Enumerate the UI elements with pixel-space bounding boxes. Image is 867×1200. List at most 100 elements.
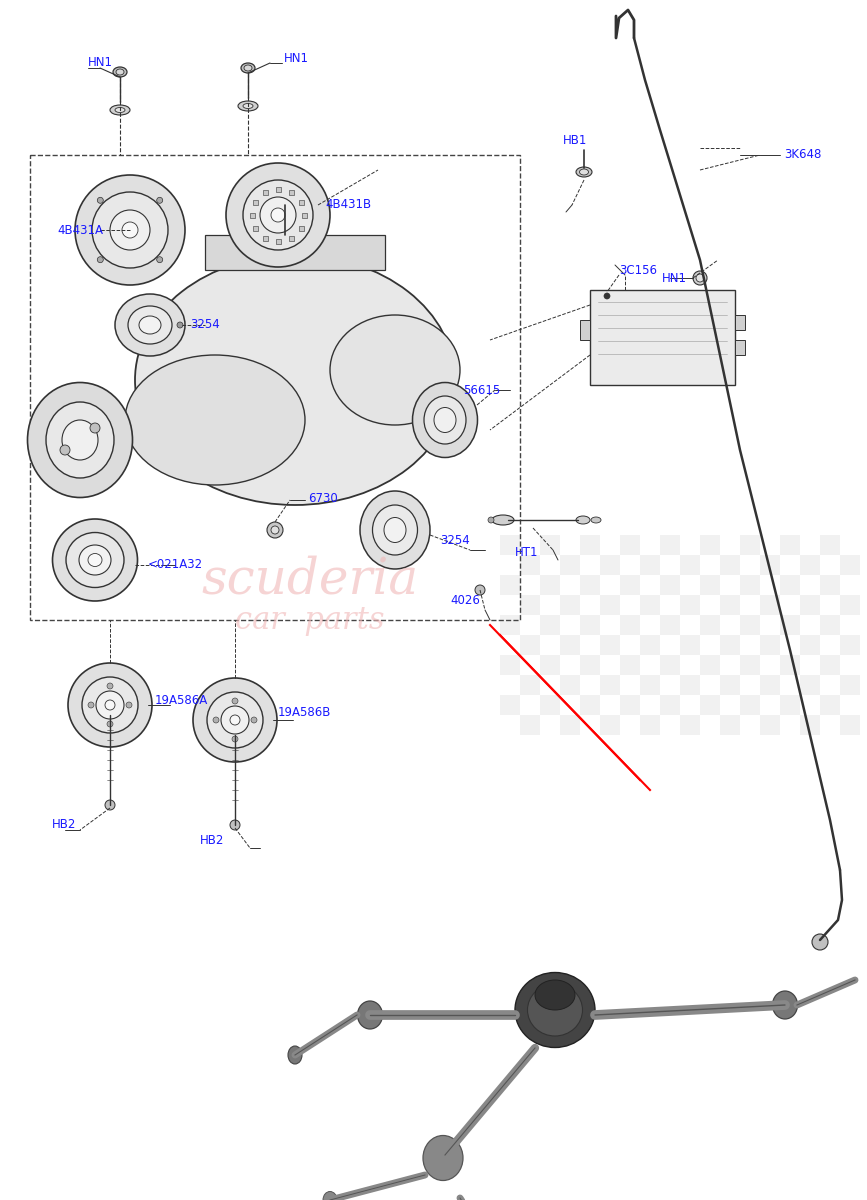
Ellipse shape	[110, 104, 130, 115]
Text: 3K648: 3K648	[784, 149, 821, 162]
Bar	[680, 595, 700, 614]
Bar	[580, 655, 600, 674]
Bar	[760, 674, 780, 695]
Ellipse shape	[62, 420, 98, 460]
Text: HT1: HT1	[515, 546, 538, 559]
Circle shape	[88, 702, 94, 708]
Bar	[740, 535, 760, 554]
Bar	[840, 715, 860, 734]
Bar	[600, 595, 620, 614]
Bar	[800, 635, 820, 655]
Bar	[560, 595, 580, 614]
Ellipse shape	[693, 271, 707, 284]
Bar	[760, 595, 780, 614]
Bar	[680, 715, 700, 734]
Bar	[560, 674, 580, 695]
Bar	[500, 695, 520, 715]
Bar	[289, 235, 294, 240]
Bar	[520, 715, 540, 734]
Bar	[580, 535, 600, 554]
Bar	[600, 554, 620, 575]
Bar	[580, 614, 600, 635]
Ellipse shape	[113, 67, 127, 77]
Text: HB1: HB1	[563, 133, 587, 146]
Circle shape	[107, 683, 113, 689]
Circle shape	[271, 526, 279, 534]
Bar	[620, 614, 640, 635]
Circle shape	[105, 800, 115, 810]
Bar	[735, 340, 745, 355]
Circle shape	[230, 820, 240, 830]
Bar	[660, 695, 680, 715]
FancyBboxPatch shape	[590, 290, 735, 385]
Bar	[500, 575, 520, 595]
Bar	[298, 226, 303, 230]
Circle shape	[232, 736, 238, 742]
Bar	[263, 191, 268, 196]
Bar	[640, 635, 660, 655]
Ellipse shape	[360, 491, 430, 569]
Ellipse shape	[28, 383, 133, 498]
Text: 4B431B: 4B431B	[325, 198, 371, 211]
Ellipse shape	[128, 306, 172, 344]
Bar	[680, 554, 700, 575]
Bar	[760, 715, 780, 734]
Text: HN1: HN1	[88, 55, 113, 68]
Bar	[302, 214, 307, 218]
Text: HN1: HN1	[662, 271, 687, 284]
Ellipse shape	[357, 1001, 382, 1028]
Bar	[620, 575, 640, 595]
Circle shape	[213, 716, 219, 722]
Bar	[780, 655, 800, 674]
Ellipse shape	[696, 274, 704, 282]
Bar	[800, 554, 820, 575]
Bar	[735, 314, 745, 330]
Circle shape	[92, 192, 168, 268]
Ellipse shape	[243, 103, 253, 108]
Bar	[760, 554, 780, 575]
Bar	[289, 191, 294, 196]
Circle shape	[75, 175, 185, 284]
Bar	[640, 595, 660, 614]
Bar	[520, 635, 540, 655]
Ellipse shape	[139, 316, 161, 334]
Bar	[660, 614, 680, 635]
Circle shape	[107, 721, 113, 727]
Circle shape	[251, 716, 257, 722]
Ellipse shape	[527, 984, 583, 1036]
Bar	[720, 674, 740, 695]
Text: HN1: HN1	[284, 52, 309, 65]
Circle shape	[122, 222, 138, 238]
Text: car  parts: car parts	[235, 605, 385, 636]
Circle shape	[488, 517, 494, 523]
Bar	[800, 715, 820, 734]
Ellipse shape	[115, 108, 125, 113]
Ellipse shape	[79, 545, 111, 575]
Circle shape	[68, 662, 152, 746]
Bar	[253, 226, 258, 230]
Circle shape	[604, 293, 610, 299]
Ellipse shape	[591, 517, 601, 523]
Bar	[720, 715, 740, 734]
Bar	[780, 614, 800, 635]
Circle shape	[157, 257, 163, 263]
Circle shape	[812, 934, 828, 950]
Ellipse shape	[424, 396, 466, 444]
Text: scuderia: scuderia	[201, 556, 419, 605]
Text: 4026: 4026	[450, 594, 479, 606]
Ellipse shape	[244, 65, 252, 71]
Bar	[276, 239, 281, 244]
Bar	[560, 635, 580, 655]
Circle shape	[126, 702, 132, 708]
Bar	[720, 635, 740, 655]
Bar	[760, 635, 780, 655]
Ellipse shape	[423, 1135, 463, 1181]
Text: 19A586A: 19A586A	[155, 694, 208, 707]
Ellipse shape	[238, 101, 258, 110]
Bar	[620, 535, 640, 554]
Ellipse shape	[66, 533, 124, 588]
Ellipse shape	[772, 991, 798, 1019]
Text: 56615: 56615	[463, 384, 500, 396]
Bar	[680, 635, 700, 655]
Ellipse shape	[330, 314, 460, 425]
